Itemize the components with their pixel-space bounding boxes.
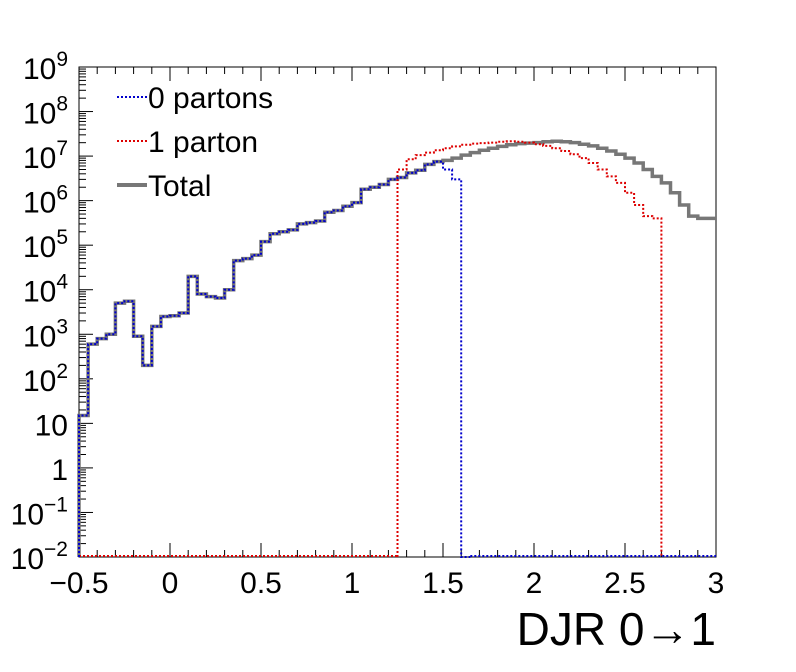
y-tick-label: 109 xyxy=(23,48,68,86)
y-tick-label: 102 xyxy=(23,360,68,398)
legend: 0 partons 1 parton Total xyxy=(117,82,273,203)
legend-label: 0 partons xyxy=(148,82,273,115)
x-tick-label: 1 xyxy=(344,567,361,600)
series-line xyxy=(396,140,663,557)
x-tick-label: 2 xyxy=(526,567,543,600)
y-tick-label: 10 xyxy=(35,409,68,442)
y-tick-label: 107 xyxy=(23,137,68,175)
x-tick-label: 1.5 xyxy=(422,567,464,600)
y-tick-label: 103 xyxy=(23,315,68,353)
x-tick-label: −0.5 xyxy=(49,567,108,600)
series-line xyxy=(78,160,471,558)
y-tick-label: 105 xyxy=(23,226,68,264)
y-tick-label: 1 xyxy=(51,454,68,487)
x-tick-label: 0.5 xyxy=(240,567,282,600)
x-axis-label: DJR 0→1 xyxy=(517,603,716,655)
y-tick-label: 10−1 xyxy=(11,493,68,531)
x-tick-label: 2.5 xyxy=(604,567,646,600)
legend-label: Total xyxy=(148,170,211,203)
series-layer xyxy=(77,139,716,558)
y-tick-label: 108 xyxy=(23,93,68,131)
y-tick-labels: 10−2 10−1 1 10 102 103 104 105 106 107 108 109 xyxy=(11,48,69,576)
y-tick-label: 10−2 xyxy=(11,538,68,576)
y-tick-label: 104 xyxy=(23,271,68,309)
y-tick-label: 106 xyxy=(23,182,68,220)
x-tick-label: 3 xyxy=(708,567,725,600)
legend-label: 1 parton xyxy=(148,126,258,159)
x-tick-label: 0 xyxy=(162,567,179,600)
x-tick-labels: −0.5 0 0.5 1 1.5 2 2.5 3 xyxy=(49,567,724,600)
